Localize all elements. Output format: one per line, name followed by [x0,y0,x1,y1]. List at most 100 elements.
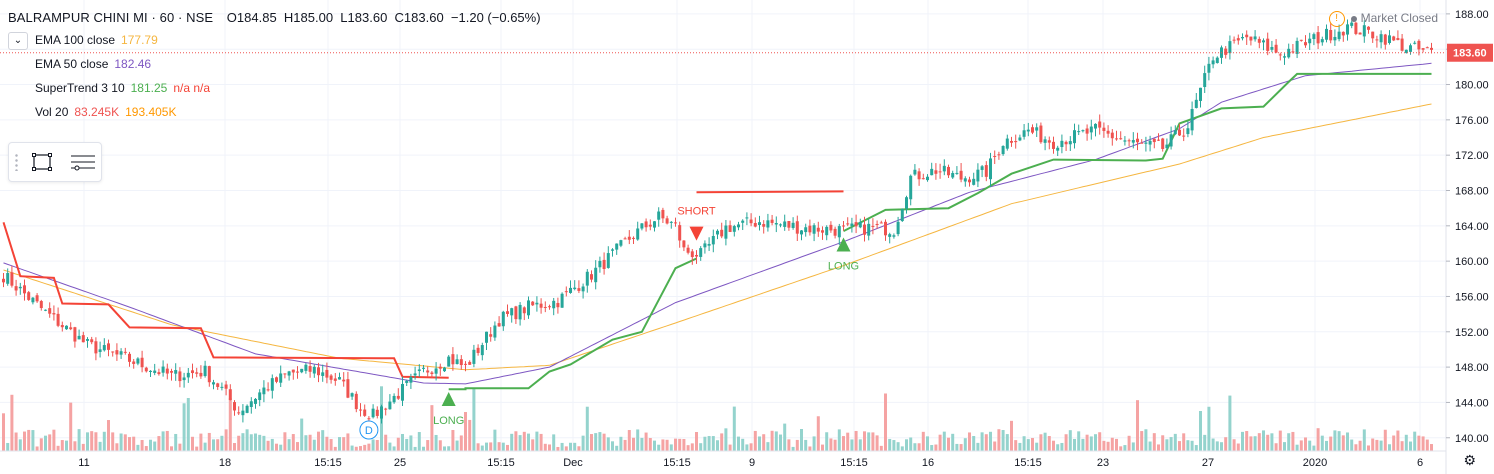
candle-body [44,309,47,311]
ema100-path [3,103,1432,371]
drag-handle[interactable] [15,153,18,171]
volume-bar [1148,441,1152,451]
time-axis[interactable]: 11 18 15:15 25 15:15 Dec 15:15 9 15:15 16 15:15 23 2… [0,450,1446,469]
volume-bar [249,434,253,451]
candle-body [577,288,581,291]
volume-bar [1262,430,1265,451]
volume-bar [795,439,799,451]
volume-bar [203,442,207,451]
candle-body [674,222,677,224]
volume-bar [1064,434,1068,451]
indicator-volume[interactable]: Vol 20 83.245K 193.405K [35,105,176,119]
time-tick-label: 18 [219,457,231,469]
candle-body [1010,140,1013,143]
volume-bar [153,441,157,451]
volume-bar [497,442,501,451]
indicator-supertrend[interactable]: SuperTrend 3 10 181.25 n/a n/a [35,81,210,95]
candle-body [1098,121,1102,128]
candle-body [224,384,228,389]
volume-bar [577,446,581,451]
volume-bar [48,434,52,451]
volume-bar [905,439,908,451]
price-tick-label: 152.00 [1455,327,1489,339]
volume-bar [913,443,917,451]
candle-body [1211,60,1215,65]
volume-bar [556,446,560,451]
candle-body [690,251,694,258]
candle-body [665,218,669,224]
volume-bar [434,434,438,451]
gear-icon[interactable]: ⚙ [1463,452,1476,468]
candle-body [287,371,291,376]
warning-icon[interactable]: ! [1328,11,1345,27]
indicator-ema50[interactable]: EMA 50 close 182.46 [35,57,151,71]
volume-bar [149,439,152,451]
candle-body [283,373,287,375]
volume-bar [598,432,602,451]
candle-body [963,178,967,182]
volume-bar [1186,440,1190,451]
candle-body [182,377,186,381]
volume-bar [447,446,451,451]
time-tick-label: 15:15 [840,457,868,469]
volume-bar [984,434,988,451]
candle-body [174,370,178,374]
candle-body [787,220,791,228]
volume-bar [1119,446,1123,451]
candle-body [783,221,787,227]
candle-body [497,323,501,327]
candle-body [1358,32,1362,35]
volume-bar [917,443,921,451]
candle-body [1278,54,1282,56]
list-icon[interactable] [69,151,97,173]
volume-bar [766,442,770,451]
candle-body [829,224,833,231]
candle-body [905,197,908,209]
candle-body [1199,87,1202,101]
price-tick-label: 176.00 [1455,115,1489,127]
candle-body [938,171,942,173]
rectangle-icon[interactable] [31,151,53,173]
candle-body [52,313,56,315]
volume-bar [993,441,997,451]
volume-bar [942,431,946,451]
volume-bar [976,442,980,451]
candle-body [1106,130,1110,134]
candle-body [191,370,194,374]
grid-lines [0,0,1446,451]
indicator-value: 83.245K [74,105,120,119]
volume-bar [65,440,68,451]
volume-bar [468,419,472,451]
candle-body [669,221,673,223]
volume-bar [23,431,26,451]
candle-body [81,335,85,343]
price-axis[interactable]: 188.00184.00180.00176.00172.00168.00164.… [1445,0,1493,474]
candle-body [1131,140,1135,143]
candle-body [371,408,375,418]
candle-body [392,395,396,403]
candle-body [338,377,341,380]
volume-bar [371,439,375,451]
volume-bar [207,432,211,451]
volume-bar [686,445,690,451]
volume-bar [804,439,808,451]
indicator-value-2: n/a n/a [173,81,211,95]
volume-bar [18,439,22,451]
indicator-ema100[interactable]: EMA 100 close 177.79 [35,33,158,47]
candle-body [73,327,77,342]
candle-body [816,227,820,232]
candle-body [1022,130,1026,137]
candle-body [115,350,119,355]
candle-body [1304,42,1307,46]
volume-bar [585,406,589,451]
volume-bar [1068,430,1072,451]
volume-bar [560,442,564,451]
market-status[interactable]: ! Market Closed [1328,11,1438,27]
volume-bar [342,437,346,451]
candle-body [720,229,724,237]
candle-body [770,219,774,223]
symbol-title[interactable]: BALRAMPUR CHINI MI · 60 · NSE [8,10,214,25]
chevron-down-icon[interactable]: ⌄ [8,32,28,50]
volume-bar [1031,437,1034,451]
